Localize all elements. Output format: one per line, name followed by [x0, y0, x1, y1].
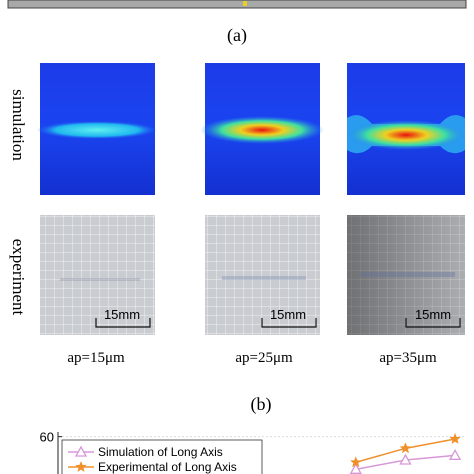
marker — [448, 448, 462, 460]
legend-label: Experimental of Long Axis — [98, 460, 237, 474]
marker — [350, 456, 362, 468]
simulation-image — [346, 63, 466, 195]
simulation-image — [200, 63, 324, 195]
row-label: experiment — [9, 239, 28, 316]
legend-box — [61, 439, 263, 474]
experiment-image: 15mm — [205, 215, 320, 335]
top-strip — [7, 0, 467, 9]
marker — [349, 462, 362, 474]
scale-bar-label: 15mm — [270, 307, 306, 322]
legend-label: Simulation of Long Axis — [98, 445, 223, 459]
scale-bar-label: 15mm — [415, 307, 451, 322]
caption: ap=15μm — [67, 350, 125, 366]
experiment-image: 15mm — [40, 215, 155, 335]
marker — [74, 445, 88, 457]
scale-bar-label: 15mm — [104, 307, 140, 322]
panel-label: (a) — [227, 25, 247, 46]
marker — [399, 453, 412, 465]
marker — [399, 442, 412, 454]
marker — [449, 433, 461, 444]
y-tick-label: 60 — [40, 430, 54, 445]
marker — [75, 461, 87, 472]
caption: ap=35μm — [379, 350, 437, 366]
experiment-image: 15mm — [347, 215, 465, 335]
caption: ap=25μm — [235, 350, 293, 366]
row-label: simulation — [9, 89, 28, 161]
simulation-image — [37, 63, 157, 195]
panel-label: (b) — [251, 394, 272, 415]
